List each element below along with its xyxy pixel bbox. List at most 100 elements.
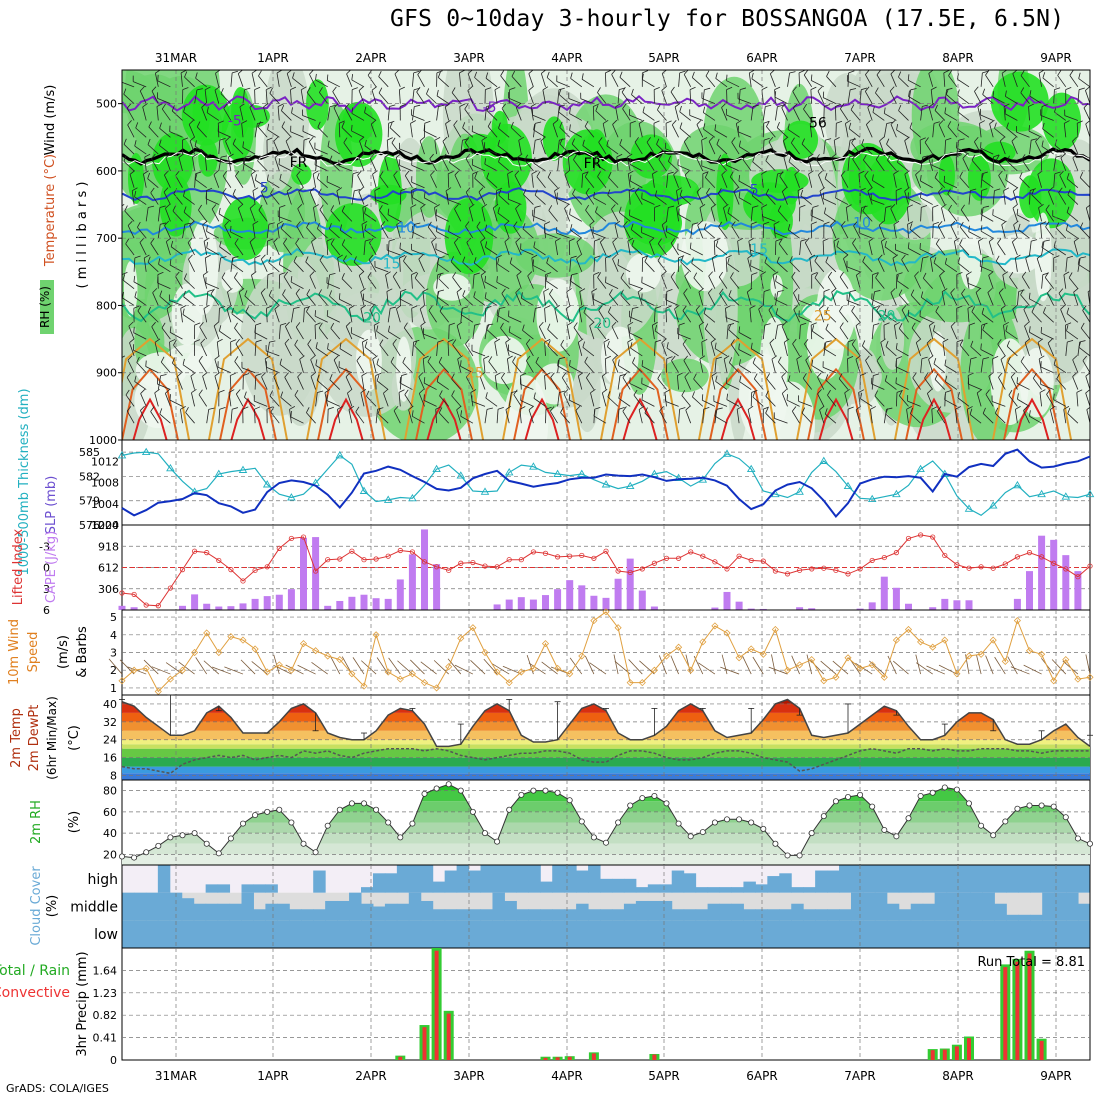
- wind-speed-point: [118, 677, 126, 685]
- wind-barb: [608, 171, 619, 189]
- wind-barb: [852, 238, 861, 256]
- wind-barb: [665, 293, 679, 306]
- wind-barb: [341, 121, 353, 138]
- rh-point: [760, 825, 767, 832]
- wind-barb: [924, 372, 934, 390]
- cloud-cell: [552, 909, 565, 921]
- wind-barb: [846, 75, 861, 88]
- wind-barb: [157, 271, 164, 289]
- wind-barb: [306, 87, 316, 104]
- cloud-cell: [731, 887, 744, 893]
- thickness-point: [408, 493, 417, 502]
- cloud-cell: [1054, 920, 1067, 948]
- wind-barb: [412, 70, 420, 87]
- wind-barb: [897, 156, 909, 172]
- temp-band: [122, 748, 1090, 758]
- wind-barb: [678, 407, 686, 424]
- wind-barb: [487, 121, 498, 138]
- wind-barb: [389, 121, 401, 138]
- wind-barb: [150, 238, 159, 256]
- cloud-cell: [420, 920, 434, 948]
- wind-speed-point: [941, 636, 949, 644]
- wind-barb: [783, 136, 789, 155]
- cloud-cell: [600, 920, 613, 948]
- wind-barb: [681, 390, 692, 407]
- wind-barb: [254, 326, 268, 340]
- wind-barb: [713, 395, 728, 407]
- wind-barb: [306, 407, 316, 424]
- cape-axis-label: CAPE (J/kg): [44, 531, 59, 603]
- wind-barb: [228, 389, 235, 407]
- wind-barb: [133, 275, 147, 289]
- wind-barb: [444, 103, 451, 121]
- cloud-cell: [970, 920, 983, 948]
- lifted-point: [845, 571, 851, 577]
- wind-barb: [327, 272, 336, 289]
- wind-barb: [877, 254, 885, 272]
- cloud-cell: [253, 909, 266, 921]
- cape-bar: [566, 580, 574, 610]
- wind-barb: [683, 136, 692, 155]
- wind-barb: [994, 122, 1006, 138]
- precip-tick-label: 0: [110, 1054, 117, 1067]
- wind-barb: [924, 137, 934, 155]
- wind-barb: [642, 106, 655, 121]
- wind-barb: [701, 394, 716, 407]
- wind-barb: [661, 338, 667, 357]
- cloud-cell: [456, 909, 470, 921]
- wind-barb: [151, 321, 159, 340]
- rh-point: [603, 839, 610, 846]
- cape-bar: [965, 600, 973, 610]
- wind-barb: [1016, 208, 1030, 222]
- wind-barb: [410, 204, 417, 222]
- wind-barb: [649, 237, 655, 256]
- wind-barb: [790, 137, 800, 155]
- wind-barb: [515, 204, 522, 222]
- wind-barb: [204, 254, 211, 272]
- rh-axis-label: 2m RH: [29, 800, 44, 844]
- warm-isotherm: [403, 337, 485, 440]
- wind-barb: [454, 204, 462, 222]
- wind-barb: [460, 308, 474, 323]
- wind-barb: [892, 254, 899, 272]
- cloud-cell: [886, 865, 900, 893]
- wind-barb: [448, 322, 455, 340]
- wind-barb: [210, 288, 220, 306]
- wind-barb: [434, 136, 441, 155]
- wind-barb: [611, 204, 619, 222]
- wind-barb: [1047, 338, 1055, 357]
- cloud-cell: [552, 865, 565, 893]
- wind-var-label: Wind (m/s): [43, 85, 58, 156]
- rh-point: [772, 840, 779, 847]
- wind-barb: [838, 373, 849, 390]
- cape-bar: [275, 594, 283, 610]
- wind-speed-point: [457, 634, 465, 642]
- wind-speed-point: [638, 679, 646, 687]
- rh-high-area: [494, 181, 527, 234]
- wind-barb: [618, 392, 631, 407]
- pressure-tick-label: 800: [96, 299, 117, 312]
- wind-barb: [950, 220, 958, 239]
- wind-barb: [606, 139, 619, 155]
- wind-barb: [843, 254, 849, 272]
- wind-barb: [316, 223, 328, 239]
- cloud-cell: [576, 920, 589, 948]
- cape-bar: [384, 598, 392, 610]
- wind-barb: [919, 137, 926, 155]
- thickness-point: [1085, 489, 1095, 498]
- wind-barb: [484, 292, 498, 306]
- wind-barb: [593, 191, 607, 205]
- wind-speed-point: [1050, 677, 1058, 685]
- wind-barb: [932, 221, 940, 239]
- rh-high-area: [291, 163, 312, 185]
- wind-barb: [809, 254, 816, 272]
- wind-barb: [884, 308, 897, 323]
- wind-barb: [462, 290, 474, 306]
- cloud-cell: [743, 909, 756, 921]
- lifted-line: [121, 534, 1091, 607]
- wind-barb: [825, 374, 837, 390]
- wind-barb: [1018, 223, 1030, 239]
- lifted-point: [167, 585, 173, 591]
- wind-barb: [126, 103, 135, 121]
- wind-barb: [617, 87, 626, 104]
